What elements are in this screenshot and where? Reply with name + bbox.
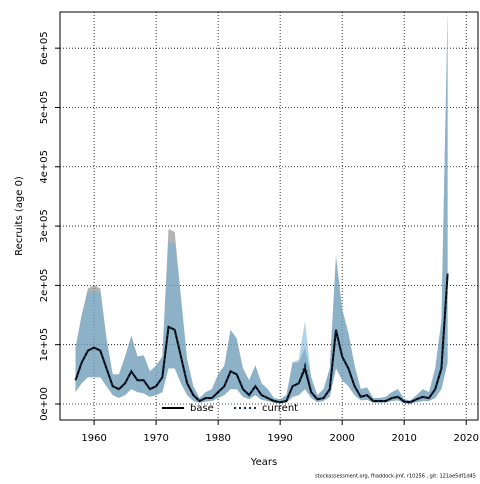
confidence-band bbox=[75, 12, 448, 404]
series-line bbox=[74, 273, 449, 404]
y-tick-label: 3e+05 bbox=[39, 209, 50, 243]
x-tick-label: 1990 bbox=[267, 433, 292, 444]
x-axis-label: Years bbox=[250, 457, 277, 468]
x-tick-label: 1980 bbox=[205, 433, 230, 444]
legend-label: base bbox=[190, 403, 214, 414]
x-tick-label: 2010 bbox=[391, 433, 416, 444]
y-axis-label: Recruits (age 0) bbox=[14, 176, 25, 256]
y-tick-label: 5e+05 bbox=[39, 91, 50, 125]
x-tick-label: 1960 bbox=[81, 433, 106, 444]
footer: stockassessment.org, fhaddock-jmf, r1025… bbox=[315, 474, 476, 480]
plot-frame bbox=[59, 11, 479, 421]
y-tick-label: 1e+05 bbox=[39, 328, 50, 362]
x-tick-label: 1970 bbox=[143, 433, 168, 444]
y-tick-label: 6e+05 bbox=[39, 31, 50, 65]
y-tick-label: 2e+05 bbox=[39, 269, 50, 303]
y-tick-label: 0e+00 bbox=[39, 387, 50, 421]
x-tick-label: 2000 bbox=[329, 433, 354, 444]
y-tick-label: 4e+05 bbox=[39, 150, 50, 184]
x-tick-label: 2020 bbox=[453, 433, 478, 444]
legend-label: current bbox=[262, 403, 298, 414]
